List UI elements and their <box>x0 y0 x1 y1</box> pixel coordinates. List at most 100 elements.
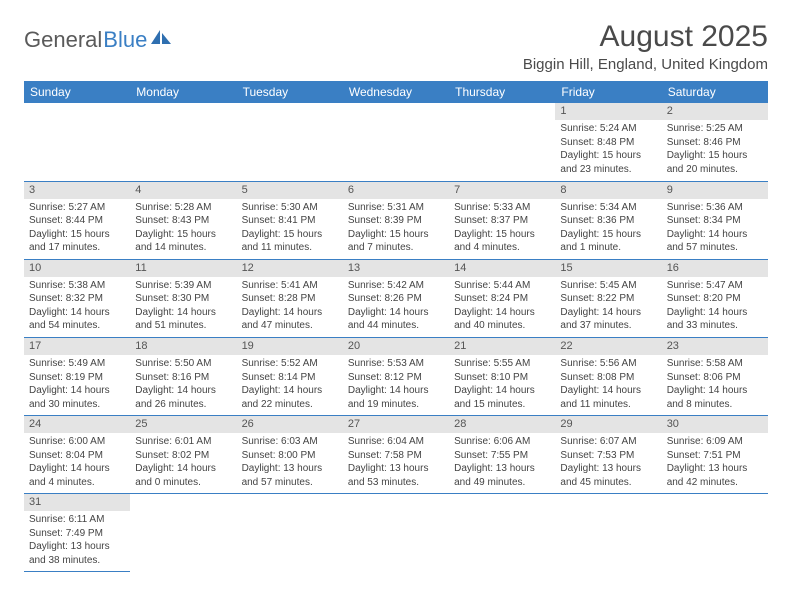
sunset-text: Sunset: 8:14 PM <box>242 371 338 385</box>
daylight-text: Daylight: 14 hours <box>242 384 338 398</box>
calendar-cell: 23Sunrise: 5:58 AMSunset: 8:06 PMDayligh… <box>662 337 768 415</box>
day-details: Sunrise: 6:11 AMSunset: 7:49 PMDaylight:… <box>24 511 130 571</box>
day-details: Sunrise: 5:55 AMSunset: 8:10 PMDaylight:… <box>449 355 555 415</box>
day-number: 21 <box>449 338 555 355</box>
daylight-text: Daylight: 14 hours <box>454 384 550 398</box>
day-number: 13 <box>343 260 449 277</box>
day-details: Sunrise: 5:30 AMSunset: 8:41 PMDaylight:… <box>237 199 343 259</box>
calendar-cell: 2Sunrise: 5:25 AMSunset: 8:46 PMDaylight… <box>662 103 768 181</box>
daylight-text: Daylight: 15 hours <box>454 228 550 242</box>
daylight-text-2: and 11 minutes. <box>560 398 656 412</box>
day-details: Sunrise: 6:04 AMSunset: 7:58 PMDaylight:… <box>343 433 449 493</box>
calendar-cell <box>237 494 343 572</box>
day-details: Sunrise: 5:39 AMSunset: 8:30 PMDaylight:… <box>130 277 236 337</box>
day-details: Sunrise: 5:25 AMSunset: 8:46 PMDaylight:… <box>662 120 768 180</box>
daylight-text: Daylight: 13 hours <box>29 540 125 554</box>
daylight-text-2: and 33 minutes. <box>667 319 763 333</box>
daylight-text-2: and 4 minutes. <box>454 241 550 255</box>
sunrise-text: Sunrise: 6:07 AM <box>560 435 656 449</box>
calendar-cell: 22Sunrise: 5:56 AMSunset: 8:08 PMDayligh… <box>555 337 661 415</box>
sunset-text: Sunset: 8:39 PM <box>348 214 444 228</box>
sunrise-text: Sunrise: 5:28 AM <box>135 201 231 215</box>
sunrise-text: Sunrise: 5:30 AM <box>242 201 338 215</box>
calendar-cell: 31Sunrise: 6:11 AMSunset: 7:49 PMDayligh… <box>24 494 130 572</box>
day-details: Sunrise: 5:47 AMSunset: 8:20 PMDaylight:… <box>662 277 768 337</box>
sunset-text: Sunset: 8:10 PM <box>454 371 550 385</box>
calendar-week-row: 3Sunrise: 5:27 AMSunset: 8:44 PMDaylight… <box>24 181 768 259</box>
sunrise-text: Sunrise: 5:50 AM <box>135 357 231 371</box>
calendar-cell: 9Sunrise: 5:36 AMSunset: 8:34 PMDaylight… <box>662 181 768 259</box>
sunset-text: Sunset: 8:37 PM <box>454 214 550 228</box>
daylight-text: Daylight: 14 hours <box>667 228 763 242</box>
day-details: Sunrise: 5:27 AMSunset: 8:44 PMDaylight:… <box>24 199 130 259</box>
weekday-header-row: Sunday Monday Tuesday Wednesday Thursday… <box>24 81 768 103</box>
day-number: 5 <box>237 182 343 199</box>
daylight-text-2: and 26 minutes. <box>135 398 231 412</box>
calendar-cell: 13Sunrise: 5:42 AMSunset: 8:26 PMDayligh… <box>343 259 449 337</box>
daylight-text-2: and 0 minutes. <box>135 476 231 490</box>
daylight-text: Daylight: 13 hours <box>242 462 338 476</box>
sunrise-text: Sunrise: 6:01 AM <box>135 435 231 449</box>
calendar-cell: 8Sunrise: 5:34 AMSunset: 8:36 PMDaylight… <box>555 181 661 259</box>
day-details: Sunrise: 5:36 AMSunset: 8:34 PMDaylight:… <box>662 199 768 259</box>
calendar-cell <box>130 494 236 572</box>
sunset-text: Sunset: 8:04 PM <box>29 449 125 463</box>
calendar-cell <box>449 494 555 572</box>
sunrise-text: Sunrise: 5:33 AM <box>454 201 550 215</box>
sunset-text: Sunset: 8:24 PM <box>454 292 550 306</box>
day-details: Sunrise: 6:07 AMSunset: 7:53 PMDaylight:… <box>555 433 661 493</box>
daylight-text: Daylight: 15 hours <box>242 228 338 242</box>
sunset-text: Sunset: 8:32 PM <box>29 292 125 306</box>
calendar-cell <box>662 494 768 572</box>
daylight-text-2: and 22 minutes. <box>242 398 338 412</box>
calendar-week-row: 1Sunrise: 5:24 AMSunset: 8:48 PMDaylight… <box>24 103 768 181</box>
sunset-text: Sunset: 8:20 PM <box>667 292 763 306</box>
daylight-text: Daylight: 14 hours <box>135 462 231 476</box>
day-details: Sunrise: 5:33 AMSunset: 8:37 PMDaylight:… <box>449 199 555 259</box>
weekday-header: Wednesday <box>343 81 449 103</box>
calendar-cell: 27Sunrise: 6:04 AMSunset: 7:58 PMDayligh… <box>343 416 449 494</box>
weekday-header: Sunday <box>24 81 130 103</box>
daylight-text-2: and 47 minutes. <box>242 319 338 333</box>
daylight-text: Daylight: 14 hours <box>348 384 444 398</box>
sunset-text: Sunset: 8:34 PM <box>667 214 763 228</box>
calendar-cell: 20Sunrise: 5:53 AMSunset: 8:12 PMDayligh… <box>343 337 449 415</box>
calendar-table: Sunday Monday Tuesday Wednesday Thursday… <box>24 81 768 572</box>
daylight-text-2: and 15 minutes. <box>454 398 550 412</box>
calendar-cell <box>555 494 661 572</box>
daylight-text-2: and 44 minutes. <box>348 319 444 333</box>
calendar-week-row: 31Sunrise: 6:11 AMSunset: 7:49 PMDayligh… <box>24 494 768 572</box>
day-number: 24 <box>24 416 130 433</box>
sunset-text: Sunset: 8:43 PM <box>135 214 231 228</box>
calendar-cell: 7Sunrise: 5:33 AMSunset: 8:37 PMDaylight… <box>449 181 555 259</box>
sunset-text: Sunset: 7:53 PM <box>560 449 656 463</box>
day-details: Sunrise: 5:28 AMSunset: 8:43 PMDaylight:… <box>130 199 236 259</box>
daylight-text-2: and 19 minutes. <box>348 398 444 412</box>
calendar-cell <box>343 494 449 572</box>
calendar-week-row: 24Sunrise: 6:00 AMSunset: 8:04 PMDayligh… <box>24 416 768 494</box>
sunrise-text: Sunrise: 5:27 AM <box>29 201 125 215</box>
daylight-text-2: and 51 minutes. <box>135 319 231 333</box>
day-details: Sunrise: 6:06 AMSunset: 7:55 PMDaylight:… <box>449 433 555 493</box>
day-number: 18 <box>130 338 236 355</box>
day-number: 22 <box>555 338 661 355</box>
sunrise-text: Sunrise: 6:06 AM <box>454 435 550 449</box>
day-number: 31 <box>24 494 130 511</box>
day-details: Sunrise: 5:44 AMSunset: 8:24 PMDaylight:… <box>449 277 555 337</box>
daylight-text-2: and 37 minutes. <box>560 319 656 333</box>
day-number: 2 <box>662 103 768 120</box>
sunset-text: Sunset: 8:00 PM <box>242 449 338 463</box>
day-details: Sunrise: 5:50 AMSunset: 8:16 PMDaylight:… <box>130 355 236 415</box>
logo-text-blue: Blue <box>103 27 147 53</box>
calendar-cell: 21Sunrise: 5:55 AMSunset: 8:10 PMDayligh… <box>449 337 555 415</box>
daylight-text: Daylight: 14 hours <box>29 306 125 320</box>
weekday-header: Monday <box>130 81 236 103</box>
daylight-text-2: and 4 minutes. <box>29 476 125 490</box>
day-number: 4 <box>130 182 236 199</box>
day-details: Sunrise: 5:24 AMSunset: 8:48 PMDaylight:… <box>555 120 661 180</box>
day-details: Sunrise: 5:56 AMSunset: 8:08 PMDaylight:… <box>555 355 661 415</box>
sunset-text: Sunset: 8:06 PM <box>667 371 763 385</box>
day-details: Sunrise: 5:58 AMSunset: 8:06 PMDaylight:… <box>662 355 768 415</box>
day-number: 28 <box>449 416 555 433</box>
day-number: 17 <box>24 338 130 355</box>
